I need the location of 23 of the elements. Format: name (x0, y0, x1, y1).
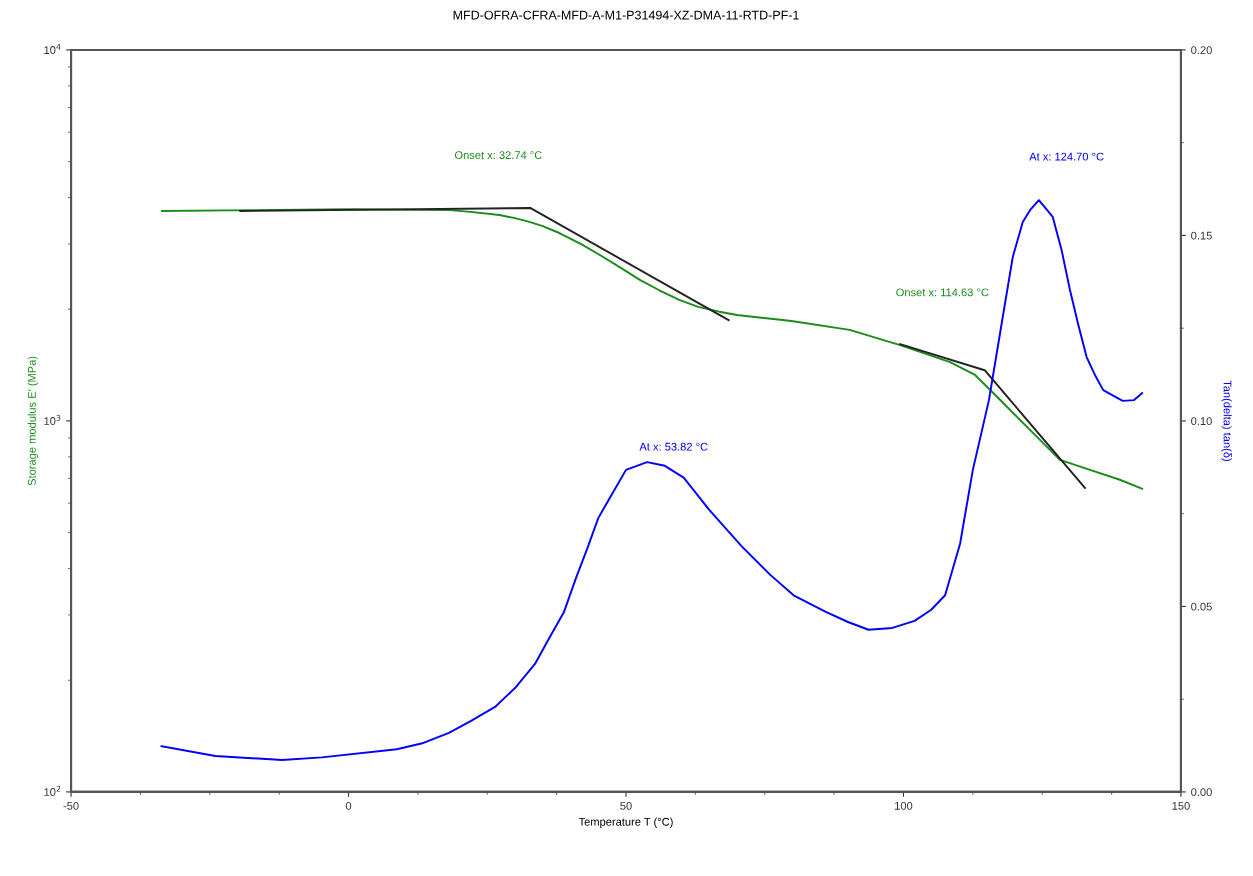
line-series (161, 208, 1144, 490)
y2-tick-label: 0.20 (1191, 46, 1212, 55)
y-axis-title: Storage modulus E′ (MPa) (27, 356, 38, 486)
x-tick-label: 50 (620, 801, 632, 810)
y-tick-label: 10$^{2}$ (44, 785, 61, 796)
y-tick-label: 10$^{3}$ (44, 414, 61, 425)
annotation: At x: 53.82 °C (639, 442, 708, 451)
x-axis-title: Temperature T (°C) (578, 817, 673, 828)
annotation: Onset x: 32.74 °C (454, 151, 542, 160)
y2-tick-label: 0.05 (1191, 602, 1212, 611)
y2-tick-label: 0.10 (1191, 417, 1212, 426)
chart-title: MFD-OFRA-CFRA-MFD-A-M1-P31494-XZ-DMA-11-RTD-PF-1 (453, 10, 799, 20)
y2-axis-title: Tan(delta) tan(δ) (1221, 380, 1232, 461)
x-tick-label: 150 (1172, 801, 1190, 810)
line-series (160, 199, 1144, 761)
y2-tick-label: 0.00 (1191, 788, 1212, 797)
y2-tick-label: 0.15 (1191, 231, 1212, 240)
annotation: At x: 124.70 °C (1029, 152, 1104, 161)
x-tick-label: 0 (345, 801, 352, 810)
annotation: Onset x: 114.63 °C (896, 288, 989, 297)
x-tick-label: -50 (63, 801, 79, 810)
x-tick-label: 100 (895, 801, 913, 810)
y-tick-label: 10$^{4}$ (44, 43, 61, 54)
